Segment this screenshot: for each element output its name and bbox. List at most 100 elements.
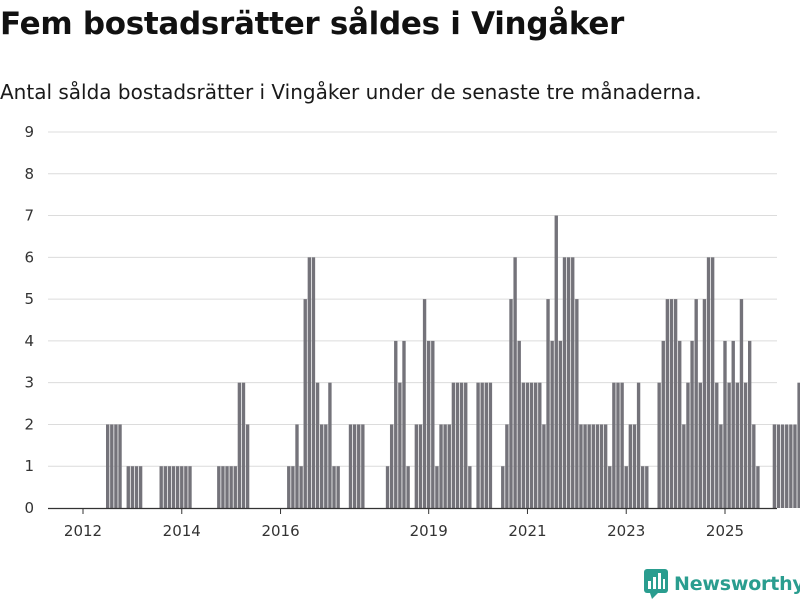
y-tick-label: 7 [24,207,34,225]
bar [303,299,307,508]
bar [723,340,727,508]
bar [525,382,530,508]
bar [785,424,789,508]
bar [237,382,242,508]
bar [299,466,303,508]
bar [797,382,800,508]
bar [361,424,365,508]
bar [546,299,550,508]
bar [566,257,571,508]
bar [175,466,180,508]
bar [134,466,139,508]
x-tick-label: 2016 [261,522,299,540]
newsworthy-logo-icon [644,569,668,599]
bar [501,466,505,508]
y-tick-label: 3 [24,374,34,392]
bar [476,382,480,508]
bar [678,340,682,508]
bar [435,466,439,508]
bar [517,340,521,508]
bar [398,382,402,508]
brand-name: Newsworthy [674,573,800,595]
bar [752,424,756,508]
bar [748,340,752,508]
bar [583,424,587,508]
y-tick-label: 2 [24,415,34,433]
bar [352,424,357,508]
bar [571,257,575,508]
bar [558,340,563,508]
bar [780,424,785,508]
bar [698,382,702,508]
bar [106,424,110,508]
bar [138,466,143,508]
bar [645,466,649,508]
bar [776,424,781,508]
y-tick-label: 6 [24,248,34,266]
bar [188,466,192,508]
bar [719,424,723,508]
bar [217,466,221,508]
y-tick-label: 0 [24,499,34,517]
bar [385,466,390,508]
bar [406,466,410,508]
bar [542,424,546,508]
bar [241,382,246,508]
bar [616,382,620,508]
bar [657,382,661,508]
bar [233,466,237,508]
bar [591,424,595,508]
bar [603,424,608,508]
chart-title: Fem bostadsrätter såldes i Vingåker [0,6,625,42]
bar [180,466,184,508]
bar [114,424,118,508]
bar [624,466,628,508]
bar [126,466,130,508]
x-tick-label: 2014 [163,522,201,540]
bar [694,299,698,508]
bar [159,466,163,508]
bar [562,257,567,508]
bar [439,424,443,508]
bar [673,299,678,508]
bar [291,466,295,508]
bar [538,382,542,508]
bar [447,424,451,508]
bar [110,424,114,508]
bar [455,382,460,508]
bar [505,424,509,508]
bar [661,340,665,508]
bar [431,340,435,508]
x-tick-label: 2023 [607,522,645,540]
bar [620,382,624,508]
bar [422,299,427,508]
bar [130,466,135,508]
bar [348,424,353,508]
x-tick-label: 2019 [410,522,448,540]
bar [332,466,336,508]
y-tick-label: 9 [24,123,34,141]
bar [715,382,719,508]
y-tick-label: 1 [24,457,34,475]
bar [427,340,431,508]
bar [521,382,526,508]
bar [686,382,690,508]
bar [315,382,320,508]
bar [459,382,464,508]
bar [575,299,579,508]
bar [184,466,188,508]
bar [245,424,250,508]
bar [743,382,748,508]
bar [682,424,686,508]
bar [488,382,493,508]
bar [793,424,797,508]
bar [324,424,328,508]
bar [418,424,423,508]
bar [464,382,468,508]
x-tick-label: 2012 [64,522,102,540]
bar [221,466,225,508]
chart-subtitle: Antal sålda bostadsrätter i Vingåker und… [0,80,702,104]
bar [632,424,637,508]
bar [735,382,740,508]
bar [636,382,641,508]
